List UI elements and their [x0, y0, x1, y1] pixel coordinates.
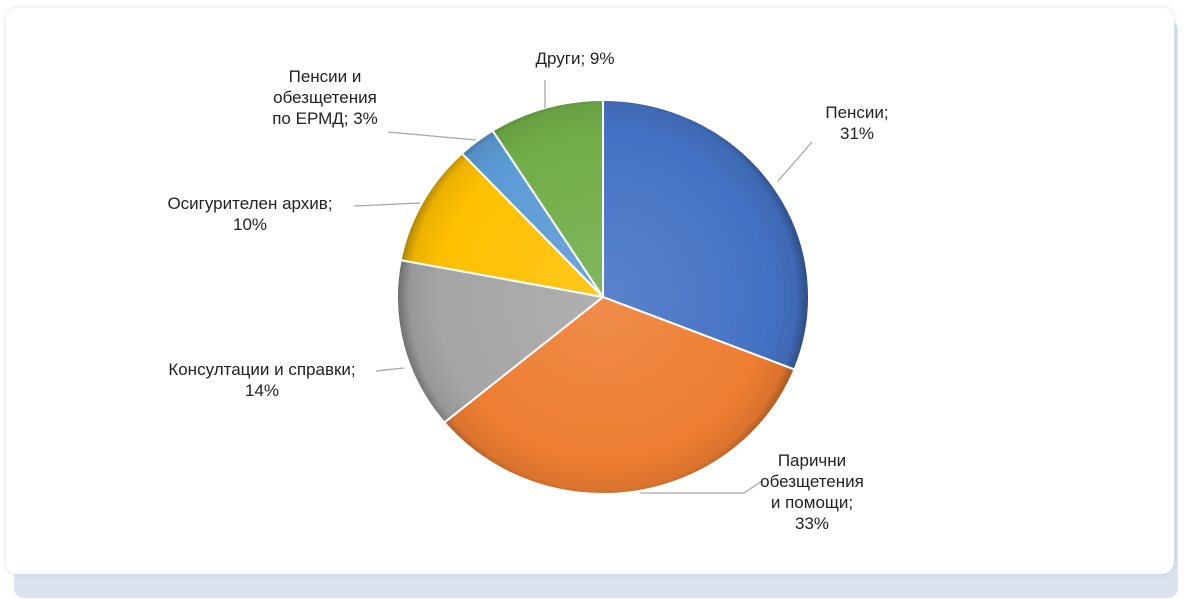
pie-slice-1 [602, 99, 810, 371]
slice-label-6: Други; 9% [536, 49, 615, 68]
slice-label-line: 10% [233, 215, 267, 234]
slice-label-line: 33% [795, 514, 829, 533]
slice-label-line: и помощи; [771, 493, 853, 512]
slice-label-line: Консултации и справки; [168, 360, 355, 379]
leader-line-2 [640, 480, 763, 494]
slice-label-2: Парични обезщетения и помощи; 33% [760, 451, 864, 533]
leader-line-3 [375, 367, 405, 372]
slice-label-line: Парични [778, 451, 846, 470]
slice-label-3: Консултации и справки; 14% [168, 360, 355, 400]
leader-line-1 [777, 141, 813, 182]
slice-label-line: обезщетения [760, 472, 864, 491]
slice-label-line: обезщетения [273, 88, 377, 107]
slice-label-line: 14% [245, 381, 279, 400]
pie-slice-2 [443, 296, 796, 495]
slice-label-1: Пенсии; 31% [825, 103, 888, 143]
slice-label-line: 31% [840, 124, 874, 143]
slice-label-line: Пенсии; [825, 103, 888, 122]
slice-label-5: Пенсии и обезщетения по ЕРМД; 3% [272, 67, 378, 128]
slice-label-line: по ЕРМД; 3% [272, 109, 378, 128]
pie-slice-3 [396, 259, 604, 424]
slice-label-line: Осигурителен архив; [167, 194, 332, 213]
leader-line-5 [387, 131, 477, 141]
slice-label-line: Други; 9% [536, 49, 615, 68]
leader-line-4 [353, 202, 421, 207]
pie-slice-4 [399, 152, 604, 298]
slice-label-4: Осигурителен архив; 10% [167, 194, 332, 234]
slice-label-line: Пенсии и [289, 67, 362, 86]
